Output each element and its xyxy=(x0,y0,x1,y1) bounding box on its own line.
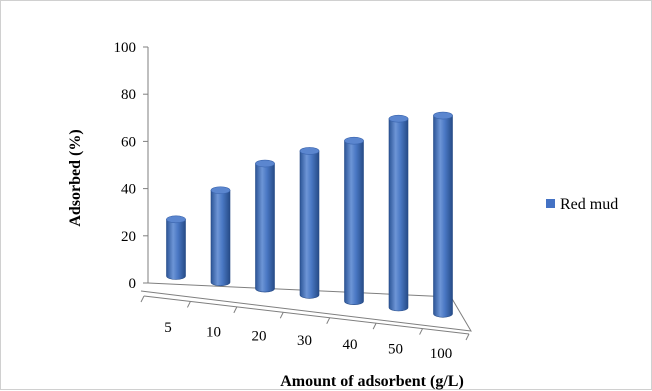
bar-top xyxy=(255,159,275,168)
bar-body xyxy=(299,150,320,299)
bar-body xyxy=(388,118,409,312)
bar-body xyxy=(166,219,186,280)
x-tick-label: 40 xyxy=(343,337,358,353)
y-tick-label: 60 xyxy=(121,134,136,150)
x-tick-label: 10 xyxy=(206,324,221,340)
floor-outline xyxy=(140,282,472,332)
x-tick xyxy=(279,312,284,319)
legend-swatch xyxy=(546,199,555,208)
x-tick xyxy=(326,317,331,324)
bar-body xyxy=(255,163,275,293)
x-tick-label: 50 xyxy=(388,342,403,358)
bar-top xyxy=(433,111,453,120)
legend: Red mud xyxy=(546,196,618,213)
x-tick xyxy=(465,333,470,341)
labels: 0 20 40 60 80 100 5 10 20 30 40 50 100 xyxy=(114,40,453,362)
bar-top xyxy=(299,147,320,155)
bar xyxy=(255,159,275,293)
x-tick-label: 5 xyxy=(164,320,172,336)
x-tick-label: 20 xyxy=(252,329,267,345)
legend-label: Red mud xyxy=(560,196,618,213)
bar xyxy=(388,114,409,312)
bar-body xyxy=(433,115,453,318)
y-tick-label: 40 xyxy=(121,182,136,198)
bar-body xyxy=(344,140,364,305)
y-tick-label: 0 xyxy=(129,276,137,292)
x-tick-label: 100 xyxy=(430,346,453,362)
axes xyxy=(140,46,472,341)
y-tick-label: 80 xyxy=(121,87,136,103)
x-axis-title: Amount of adsorbent (g/L) xyxy=(280,373,464,390)
x-tick xyxy=(186,301,191,308)
x-tick xyxy=(372,322,377,330)
bar-top xyxy=(166,215,186,224)
bar xyxy=(433,111,453,318)
y-tick-label: 20 xyxy=(121,229,136,245)
bar xyxy=(210,186,231,287)
bar-top xyxy=(210,186,231,195)
bar-top xyxy=(388,114,409,123)
x-tick-label: 30 xyxy=(297,333,312,349)
bar xyxy=(166,215,186,280)
x-axis-line xyxy=(143,295,470,335)
x-tick xyxy=(233,306,238,314)
bar-top xyxy=(344,136,364,145)
y-tick-label: 100 xyxy=(114,40,137,56)
bar xyxy=(299,147,320,299)
bars xyxy=(166,111,453,318)
x-tick xyxy=(419,328,424,335)
x-tick xyxy=(140,295,145,303)
y-axis-title: Adsorbed (%) xyxy=(67,129,84,226)
bar-body xyxy=(210,189,231,287)
bar xyxy=(344,136,364,305)
